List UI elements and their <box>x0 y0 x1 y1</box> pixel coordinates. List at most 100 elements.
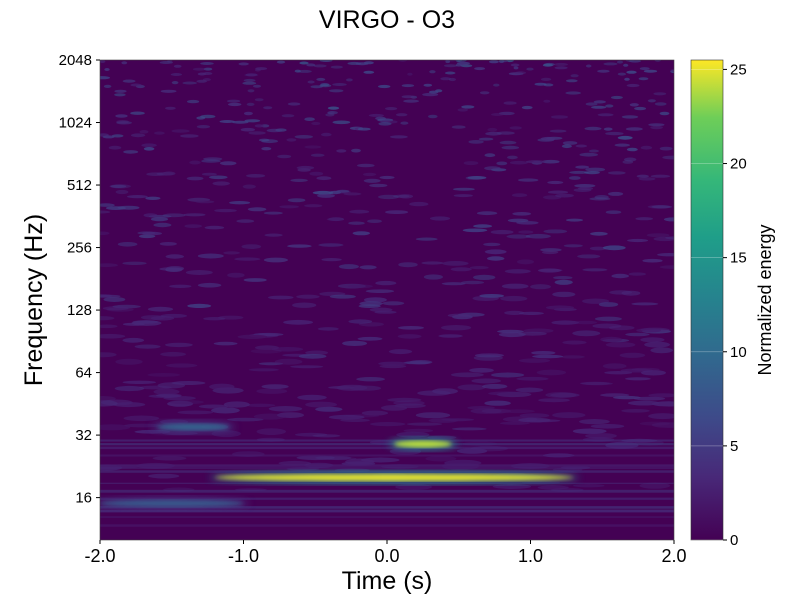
noise-blob <box>351 148 361 153</box>
noise-blob <box>611 273 629 279</box>
noise-blob <box>330 65 343 69</box>
noise-blob <box>543 229 568 234</box>
noise-blob <box>316 77 326 81</box>
noise-blob <box>307 80 315 84</box>
noise-blob <box>160 351 187 357</box>
noise-blob <box>594 316 622 322</box>
noise-blob <box>591 105 607 109</box>
noise-blob <box>532 354 564 359</box>
noise-blob <box>543 99 551 103</box>
noise-blob <box>657 253 674 257</box>
noise-blob <box>555 193 574 198</box>
noise-blob <box>375 280 397 286</box>
noise-blob <box>488 60 499 64</box>
noise-blob <box>321 258 342 262</box>
noise-blob <box>617 60 623 64</box>
y-tick: 32 <box>75 427 100 444</box>
noise-blob <box>311 121 321 126</box>
noise-blob <box>445 60 451 64</box>
noise-blob <box>268 295 294 300</box>
noise-blob <box>378 122 392 126</box>
noise-blob <box>204 225 225 230</box>
noise-blob <box>121 61 128 65</box>
noise-blob <box>100 324 118 329</box>
noise-blob <box>623 63 629 67</box>
noise-blob <box>130 133 146 138</box>
noise-blob <box>227 99 241 103</box>
noise-blob <box>432 388 458 395</box>
noise-blob <box>471 378 502 384</box>
noise-blob <box>484 166 501 171</box>
noise-blob <box>103 297 126 302</box>
noise-blob <box>102 306 129 311</box>
noise-blob <box>579 152 598 157</box>
noise-blob <box>198 404 228 409</box>
noise-blob <box>177 410 214 415</box>
noise-blob <box>651 205 673 209</box>
noise-blob <box>654 60 661 62</box>
colorbar-tick: 10 <box>691 344 747 361</box>
noise-blob <box>473 224 493 228</box>
noise-blob <box>403 428 434 433</box>
noise-blob <box>429 70 436 74</box>
noise-blob <box>271 347 304 352</box>
colorbar-ticks: 0 5 10 15 20 25 <box>691 61 747 549</box>
noise-blob <box>378 84 391 89</box>
x-tick: 2.0 <box>661 540 687 566</box>
noise-blob <box>491 372 525 378</box>
noise-blob <box>306 63 316 67</box>
noise-blob <box>223 251 240 255</box>
noise-blob <box>123 150 139 154</box>
noise-blob <box>363 70 375 74</box>
noise-blob <box>627 238 649 243</box>
x-tick: -2.0 <box>84 540 116 566</box>
chart-title: VIRGO - O3 <box>319 6 455 34</box>
noise-blob <box>292 302 317 308</box>
noise-blob <box>365 289 395 294</box>
noise-blob <box>547 180 564 185</box>
noise-blob <box>336 189 350 193</box>
noise-blob <box>227 272 245 278</box>
noise-blob <box>617 72 627 76</box>
noise-blob <box>573 484 605 488</box>
noise-blob <box>327 106 340 110</box>
noise-blob <box>397 326 425 330</box>
noise-blob <box>369 307 393 312</box>
noise-blob <box>597 69 610 73</box>
noise-blob <box>385 210 409 215</box>
noise-blob <box>245 403 276 407</box>
noise-blob <box>243 111 253 116</box>
noise-blob <box>614 143 630 147</box>
noise-blob <box>358 304 381 308</box>
noise-blob <box>659 111 670 116</box>
noise-blob <box>588 149 600 153</box>
noise-blob <box>442 261 469 266</box>
noise-blob <box>240 127 256 132</box>
noise-band <box>100 465 674 467</box>
noise-blob <box>180 134 199 138</box>
feature-core <box>100 499 244 507</box>
noise-blob <box>159 242 177 246</box>
noise-blob <box>147 306 174 312</box>
noise-blob <box>491 113 504 116</box>
noise-blob <box>605 104 614 108</box>
noise-blob <box>357 336 383 341</box>
noise-blob <box>130 83 142 87</box>
noise-blob <box>469 367 494 373</box>
energy-feature <box>100 496 250 511</box>
noise-blob <box>147 373 181 377</box>
noise-blob <box>670 69 674 73</box>
noise-blob <box>254 98 264 102</box>
colorbar-tick-label: 0 <box>730 532 738 549</box>
noise-blob <box>423 83 433 87</box>
noise-blob <box>503 101 517 105</box>
noise-blob <box>279 205 299 209</box>
noise-blob <box>348 319 373 324</box>
noise-blob <box>457 108 469 112</box>
noise-blob <box>457 384 486 391</box>
noise-blob <box>143 213 158 218</box>
noise-blob <box>549 129 567 133</box>
noise-blob <box>242 184 256 189</box>
noise-blob <box>473 274 496 280</box>
noise-blob <box>243 278 267 282</box>
